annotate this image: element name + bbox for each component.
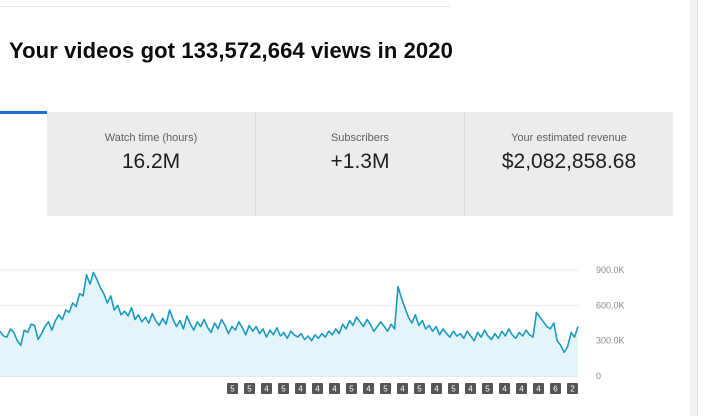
metric-value: $2,082,858.68: [501, 150, 637, 173]
y-tick-label: 900.0K: [596, 265, 625, 275]
upload-marker: [312, 383, 323, 394]
upload-marker: [533, 383, 544, 394]
metric-label: Watch time (hours): [104, 132, 198, 144]
y-tick-label: 0: [596, 371, 601, 381]
upload-marker-count: 5: [281, 385, 286, 394]
upload-marker-count: 4: [468, 385, 473, 394]
upload-marker: [261, 383, 272, 394]
upload-marker: [346, 383, 357, 394]
side-panel-edge: [697, 0, 720, 416]
y-tick-label: 300.0K: [596, 336, 625, 346]
upload-marker-count: 2: [570, 385, 575, 394]
selected-tab-indicator: [0, 111, 47, 114]
metric-watch-time[interactable]: Watch time (hours) 16.2M: [47, 112, 255, 216]
upload-marker: [499, 383, 510, 394]
upload-marker: [465, 383, 476, 394]
metric-subscribers[interactable]: Subscribers +1.3M: [255, 112, 464, 216]
metric-label: Subscribers: [330, 132, 390, 144]
analytics-card: Your videos got 133,572,664 views in 202…: [0, 0, 690, 416]
upload-marker: [295, 383, 306, 394]
upload-marker: [448, 383, 459, 394]
upload-marker-count: 5: [349, 385, 354, 394]
upload-marker-count: 4: [366, 385, 371, 394]
upload-marker: [227, 383, 238, 394]
upload-marker-count: 4: [264, 385, 269, 394]
views-line: [0, 271, 579, 354]
upload-marker-count: 5: [485, 385, 490, 394]
upload-marker: [414, 383, 425, 394]
views-area: [0, 272, 578, 376]
upload-marker: [363, 383, 374, 394]
upload-marker: [482, 383, 493, 394]
upload-marker-count: 6: [553, 385, 558, 394]
upload-marker: [567, 383, 578, 394]
upload-marker: [278, 383, 289, 394]
upload-marker-count: 4: [434, 385, 439, 394]
upload-marker: [244, 383, 255, 394]
upload-marker-count: 5: [247, 385, 252, 394]
upload-marker-count: 5: [417, 385, 422, 394]
upload-marker: [431, 383, 442, 394]
y-tick-label: 600.0K: [596, 300, 625, 310]
metric-value: +1.3M: [330, 150, 390, 173]
upload-marker-count: 4: [536, 385, 541, 394]
views-headline: Your videos got 133,572,664 views in 202…: [9, 38, 453, 63]
metrics-row: Watch time (hours) 16.2M Subscribers +1.…: [47, 112, 673, 216]
metric-value: 16.2M: [121, 150, 181, 173]
views-chart-svg: 900.0K 600.0K 300.0K 0 5 5 4 5 4 4 4 5 4 5 4 5 4 5 4 5 4 4 4 6 2: [0, 265, 625, 394]
upload-marker: [550, 383, 561, 394]
upload-marker-count: 5: [451, 385, 456, 394]
upload-marker: [516, 383, 527, 394]
upload-marker-count: 4: [315, 385, 320, 394]
upload-marker: [329, 383, 340, 394]
upload-marker-count: 5: [230, 385, 235, 394]
views-chart: 900.0K 600.0K 300.0K 0 5 5 4 5 4 4 4 5 4 5 4 5 4 5 4 5 4 4 4 6 2: [0, 216, 673, 416]
upload-marker-count: 4: [332, 385, 337, 394]
upload-marker-count: 4: [400, 385, 405, 394]
metric-label: Your estimated revenue: [511, 132, 627, 144]
upload-marker-count: 4: [519, 385, 524, 394]
upload-marker: [380, 383, 391, 394]
upload-marker-count: 4: [502, 385, 507, 394]
upload-marker-count: 5: [383, 385, 388, 394]
upload-marker-count: 4: [298, 385, 303, 394]
metric-revenue[interactable]: Your estimated revenue $2,082,858.68: [464, 112, 673, 216]
upload-marker: [397, 383, 408, 394]
top-divider: [0, 0, 450, 7]
